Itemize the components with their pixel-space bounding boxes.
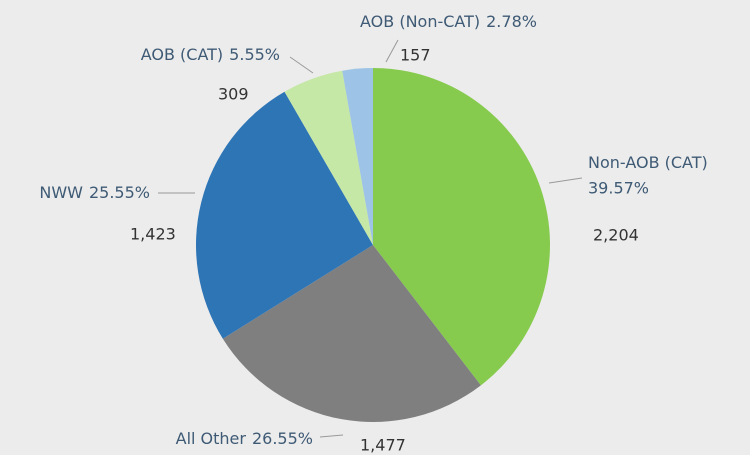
category-name: NWW [39,183,83,202]
pie-slice [373,68,550,386]
slice-label: Non-AOB (CAT) [588,153,708,172]
slice-label: NWW 25.55% [39,183,150,202]
slice-label: All Other 26.55% [176,429,313,448]
count-label: 157 [400,46,431,65]
category-name: Non-AOB (CAT) [588,153,708,172]
pie-slice [284,70,373,245]
leader-line [548,177,583,184]
percent-label: 39.57% [588,179,649,198]
count-label: 2,204 [593,226,639,245]
slice-label: AOB (CAT) 5.55% [141,45,280,64]
count-label: 309 [218,85,249,104]
pie-slice [196,91,373,339]
leader-line [385,39,399,63]
category-name: AOB (Non-CAT) [360,12,480,31]
percent-label: 5.55% [229,45,280,64]
count-label: 1,423 [130,225,176,244]
leader-line [319,434,344,438]
percent-label: 26.55% [252,429,313,448]
category-name: All Other [176,429,247,448]
percent-label: 2.78% [486,12,537,31]
count-label: 1,477 [360,436,406,455]
percent-label: 25.55% [89,183,150,202]
pie-slice [342,68,373,245]
leader-line [289,56,314,74]
category-name: AOB (CAT) [141,45,223,64]
slice-label: AOB (Non-CAT) 2.78% [360,12,537,31]
pie-slice [222,245,481,422]
